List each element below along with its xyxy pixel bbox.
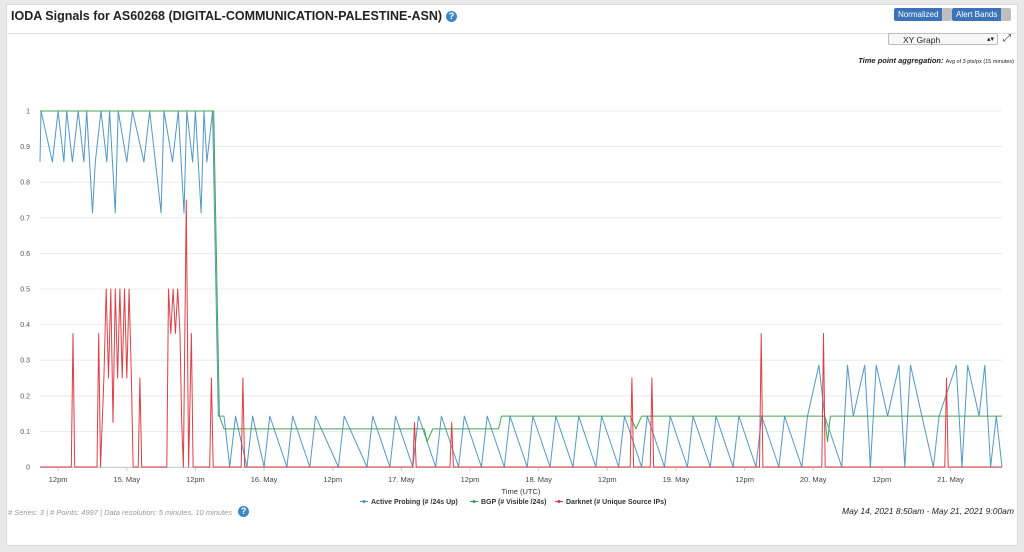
aggregation-value: Avg of 3 pts/px (15 minutes) (945, 59, 1014, 65)
points-count-label: # Points: (50, 508, 80, 517)
legend-label: Darknet (# Unique Source IPs) (566, 499, 666, 506)
x-tick-label: 12pm (49, 475, 68, 484)
aggregation-info: Time point aggregation: Avg of 3 pts/px … (858, 56, 1014, 65)
x-tick-label: 15. May (113, 475, 140, 484)
help-icon[interactable]: ? (446, 11, 458, 22)
fullscreen-icon[interactable]: ⤢ (1003, 33, 1011, 44)
toggle-knob (942, 8, 953, 21)
y-tick-label: 0.1 (20, 429, 30, 436)
y-tick-label: 0.8 (20, 180, 30, 187)
y-tick-label: 0.3 (20, 358, 30, 365)
x-tick-label: 19. May (663, 475, 690, 484)
x-tick-label: 17. May (388, 475, 415, 484)
legend-marker (362, 500, 366, 503)
x-tick-label: 12pm (186, 475, 205, 484)
chevron-updown-icon: ▴▾ (986, 36, 994, 43)
page-title-text: IODA Signals for AS60268 (DIGITAL-COMMUN… (11, 9, 443, 23)
y-tick-label: 0.6 (20, 251, 30, 258)
x-tick-label: 12pm (323, 475, 342, 484)
series-line-0 (39, 110, 1003, 468)
graph-type-select[interactable]: XY Graph ▴▾ (888, 33, 998, 45)
x-tick-label: 21. May (937, 475, 964, 484)
y-tick-label: 0.9 (20, 144, 30, 151)
y-tick-label: 0.2 (20, 393, 30, 400)
graph-type-value: XY Graph (903, 35, 941, 45)
series-line-2 (40, 199, 1002, 468)
footer-stats: # Series: 3 | # Points: 4997 | Data reso… (8, 506, 250, 517)
x-tick-label: 20. May (800, 475, 827, 484)
header-divider (8, 33, 1016, 34)
series-line-1 (40, 110, 1002, 443)
x-tick-label: 12pm (461, 475, 480, 484)
y-tick-label: 1 (26, 109, 30, 116)
toggle-knob (1001, 8, 1012, 21)
normalized-label: Normalized (894, 8, 943, 21)
y-tick-label: 0.5 (20, 287, 30, 294)
chart-panel (6, 4, 1018, 546)
y-tick-label: 0 (26, 465, 30, 472)
alert-bands-label: Alert Bands (952, 8, 1002, 21)
time-range: May 14, 2021 8:50am - May 21, 2021 9:00a… (842, 506, 1014, 516)
x-axis-label: Time (UTC) (502, 487, 541, 496)
aggregation-label: Time point aggregation: (858, 56, 944, 65)
x-tick-label: 12pm (598, 475, 617, 484)
normalized-toggle[interactable]: Normalized (894, 8, 953, 21)
page-title: IODA Signals for AS60268 (DIGITAL-COMMUN… (11, 9, 458, 23)
legend-label: BGP (# Visible /24s) (481, 499, 547, 506)
points-count-value: 4997 (81, 508, 98, 517)
help-icon[interactable]: ? (238, 506, 250, 517)
y-tick-label: 0.4 (20, 322, 30, 329)
data-resolution: Data resolution: 5 minutes, 10 minutes (104, 508, 233, 517)
legend-marker (472, 500, 476, 503)
series-count-value: 3 (39, 508, 44, 517)
x-tick-label: 12pm (735, 475, 754, 484)
x-tick-label: 18. May (525, 475, 552, 484)
series-count-label: # Series: (8, 508, 38, 517)
alert-bands-toggle[interactable]: Alert Bands (952, 8, 1012, 21)
x-tick-label: 16. May (251, 475, 278, 484)
legend-marker (557, 500, 561, 503)
y-tick-label: 0.7 (20, 215, 30, 222)
legend-label: Active Probing (# /24s Up) (371, 499, 458, 506)
x-tick-label: 12pm (872, 475, 891, 484)
